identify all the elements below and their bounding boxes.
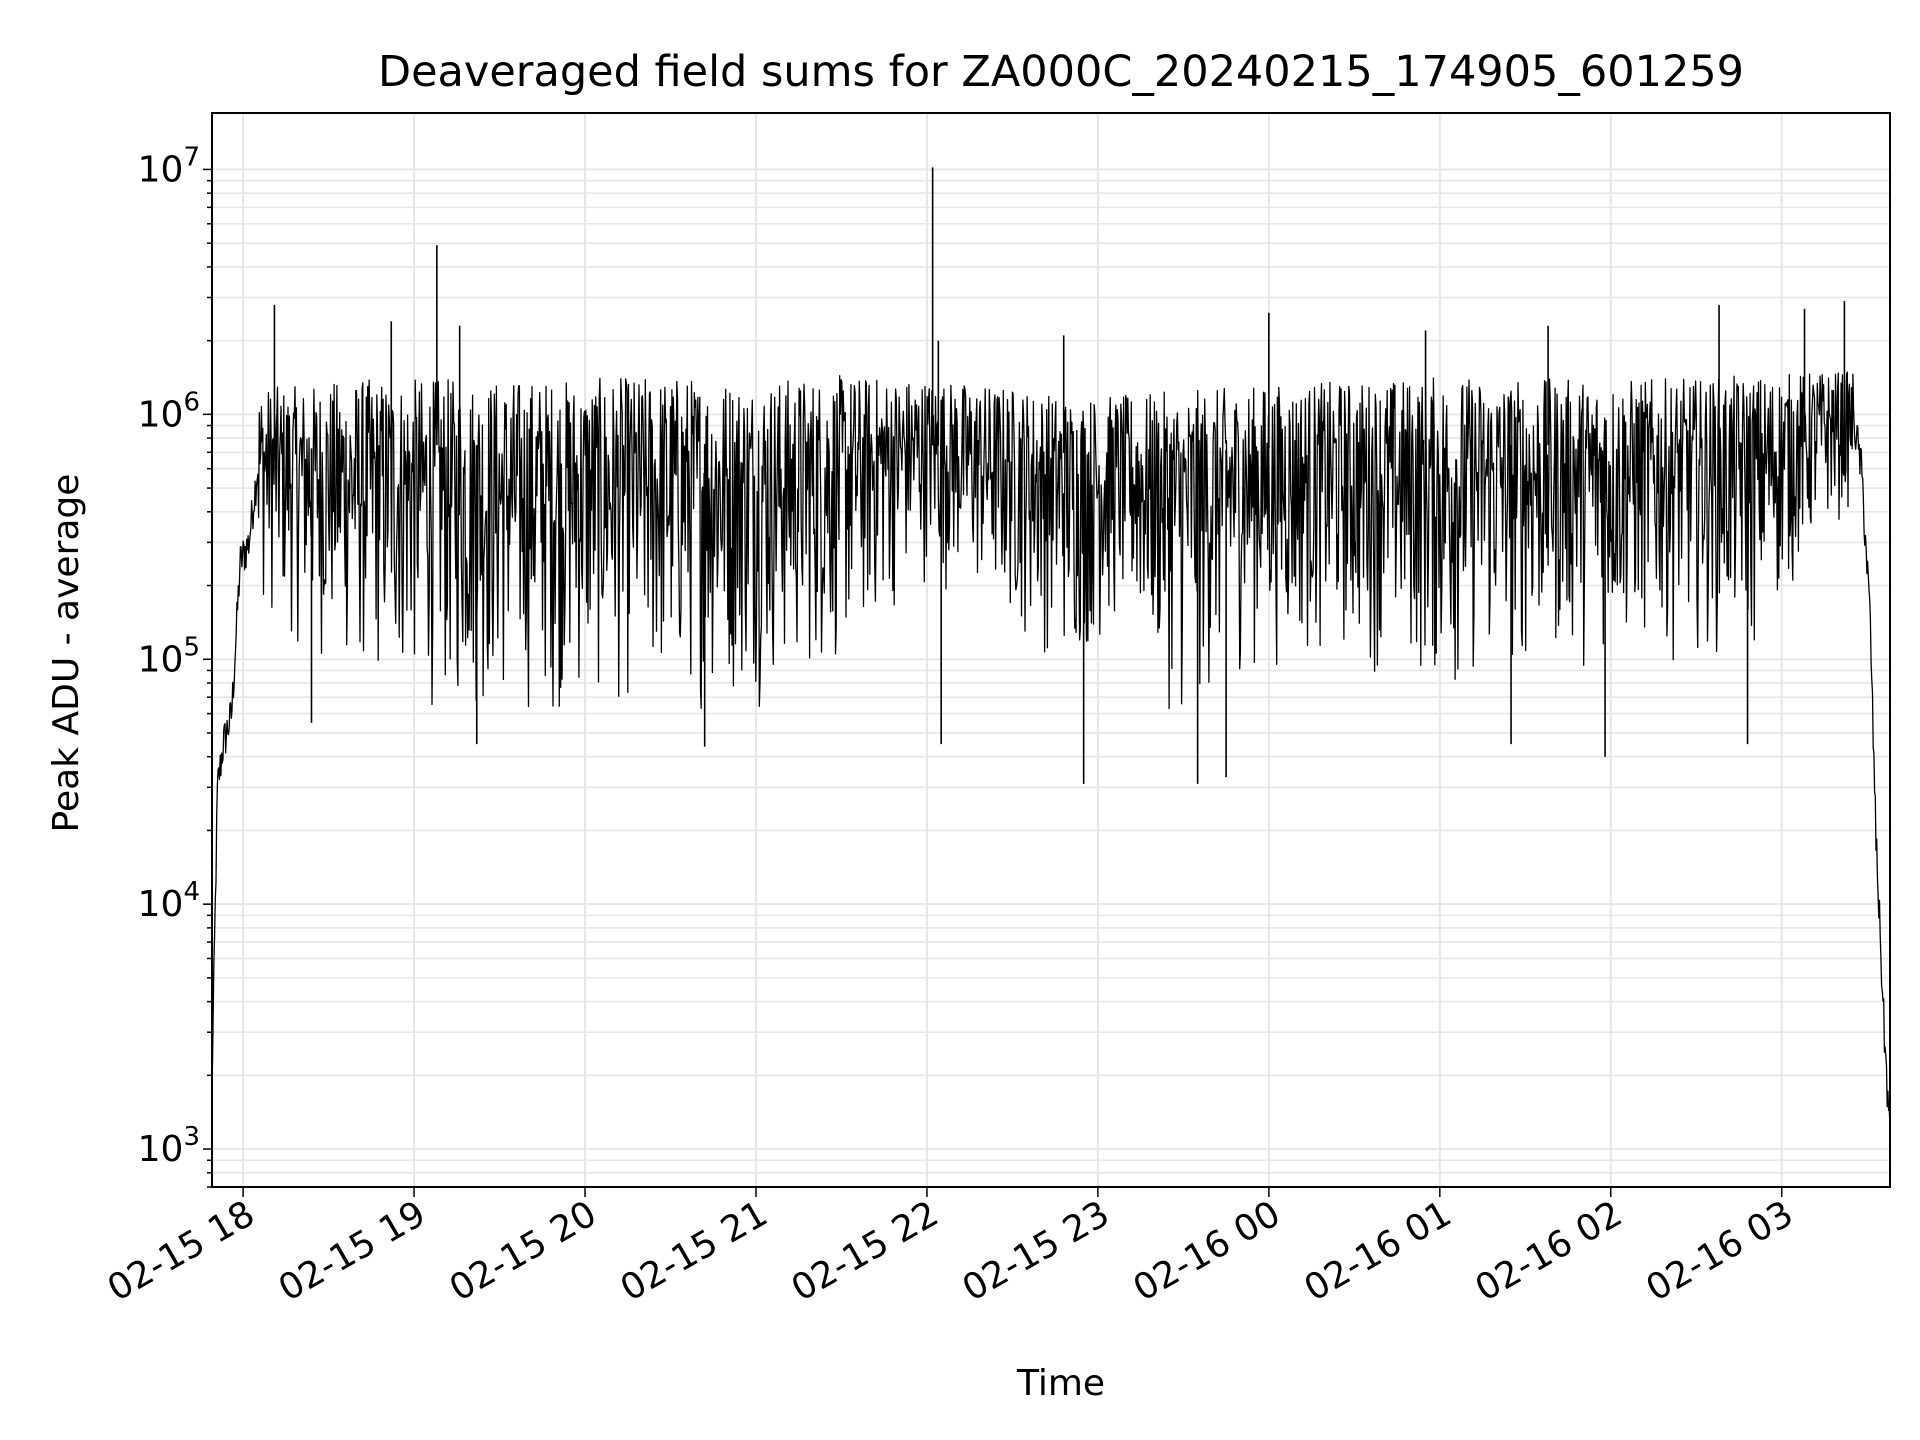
x-axis-label: Time: [1016, 1363, 1105, 1404]
y-tick-label: 103: [138, 1122, 200, 1170]
y-tick-base: 10: [138, 394, 184, 435]
y-tick-label: 107: [138, 142, 200, 190]
x-tick-label: 02-15 23: [956, 1193, 1117, 1309]
x-tick-label: 02-16 00: [1127, 1193, 1288, 1309]
data-layer: [211, 167, 1891, 1127]
y-tick-exponent: 3: [183, 1122, 200, 1152]
x-tick-label: 02-16 02: [1469, 1193, 1630, 1309]
x-tick-label: 02-15 18: [101, 1193, 262, 1309]
x-tick-label: 02-15 19: [272, 1193, 433, 1309]
x-tick-label: 02-16 03: [1640, 1193, 1801, 1309]
y-tick-label: 105: [138, 632, 200, 680]
y-tick-label: 104: [138, 877, 200, 925]
y-tick-exponent: 6: [183, 387, 200, 417]
y-tick-base: 10: [138, 639, 184, 680]
grid: [212, 113, 1890, 1188]
y-axis-label: Peak ADU - average: [46, 474, 87, 833]
y-tick-exponent: 4: [183, 877, 200, 907]
x-tick-label: 02-15 22: [785, 1193, 946, 1309]
y-tick-exponent: 7: [183, 142, 200, 172]
y-tick-label: 106: [138, 387, 200, 435]
x-tick-label: 02-16 01: [1298, 1193, 1459, 1309]
x-tick-label: 02-15 20: [443, 1193, 604, 1309]
y-tick-base: 10: [138, 1129, 184, 1170]
chart-title: Deaveraged field sums for ZA000C_2024021…: [378, 47, 1744, 97]
y-tick-base: 10: [138, 149, 184, 190]
plot-frame: [211, 112, 1891, 1188]
y-tick-base: 10: [138, 884, 184, 925]
x-tick-label: 02-15 21: [614, 1193, 775, 1309]
y-tick-exponent: 5: [183, 632, 200, 662]
series-line: [211, 371, 1891, 1127]
